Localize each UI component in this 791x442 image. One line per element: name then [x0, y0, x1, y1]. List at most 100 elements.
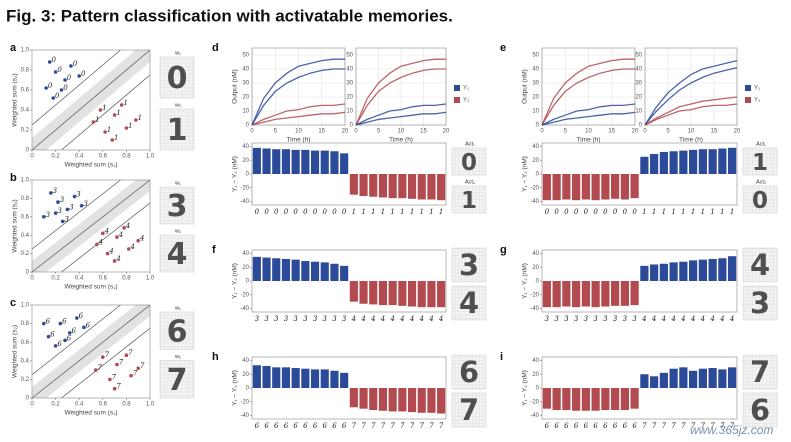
digit-image — [451, 392, 487, 428]
point-digit: 0 — [81, 70, 86, 78]
bar — [630, 388, 639, 409]
point-digit: 1 — [114, 134, 118, 142]
point-digit: 1 — [128, 122, 132, 130]
category-digit: 6 — [284, 422, 289, 430]
point-digit: 0 — [51, 56, 56, 64]
category-digit: 6 — [313, 422, 318, 430]
category-digit: 6 — [342, 422, 347, 430]
category-digit: 4 — [709, 315, 714, 323]
y-tick-label: 40 — [242, 358, 249, 364]
category-digit: 7 — [691, 422, 696, 430]
bar — [669, 151, 678, 174]
bar — [718, 258, 727, 281]
y-tick-label: 0.4 — [21, 108, 30, 114]
y-tick-label: 0.6 — [21, 88, 30, 94]
line — [541, 58, 635, 126]
category-digit: 1 — [671, 208, 675, 216]
category-digit: 0 — [593, 208, 598, 216]
bar — [398, 388, 407, 412]
bar — [669, 262, 678, 281]
bar — [708, 258, 717, 281]
point — [98, 108, 103, 112]
x-axis-label: Time (h) — [577, 137, 601, 144]
digit-glyph: 4 — [750, 248, 770, 282]
y-tick-label: -20 — [530, 185, 539, 191]
point — [110, 138, 115, 142]
category-digit: 3 — [632, 315, 637, 323]
point — [53, 211, 58, 215]
point — [136, 366, 140, 371]
x-tick-label: 0.4 — [75, 154, 84, 160]
bar — [310, 261, 320, 281]
bar — [581, 174, 590, 200]
category-digit: 0 — [313, 208, 318, 216]
bar — [417, 281, 426, 308]
category-digit: 4 — [719, 315, 724, 323]
category-digit: 1 — [691, 208, 695, 216]
bar — [417, 388, 426, 413]
x-tick-label: 0.4 — [75, 402, 84, 408]
decision-line — [61, 202, 151, 273]
bar — [398, 281, 407, 306]
decision-line — [31, 304, 121, 376]
bar — [630, 281, 639, 306]
x-axis-label: Time (h) — [389, 137, 413, 144]
point — [67, 331, 72, 335]
bar — [369, 281, 378, 305]
y-axis-label: Y₁ − Y₂ (nM) — [522, 370, 529, 406]
y-tick-label: 40 — [635, 67, 642, 73]
point-digit: 0 — [55, 92, 60, 100]
x-tick-label: 1.0 — [146, 402, 155, 408]
category-digit: 6 — [574, 422, 579, 430]
category-digit: 1 — [410, 208, 414, 216]
bar — [601, 174, 610, 200]
category-digit: 0 — [274, 208, 279, 216]
bar — [650, 154, 659, 174]
y-tick-label: 0.8 — [21, 196, 30, 202]
legend-swatch — [454, 85, 460, 91]
point-digit: 4 — [108, 248, 113, 256]
bar — [650, 376, 659, 388]
bar — [310, 369, 320, 388]
bar — [320, 150, 329, 174]
category-digit: 3 — [545, 315, 550, 323]
y-tick-label: -40 — [530, 199, 539, 205]
category-digit: 6 — [323, 422, 328, 430]
y-tick-label: 40 — [242, 251, 249, 257]
category-digit: 1 — [710, 208, 714, 216]
y-tick-label: -20 — [240, 399, 249, 405]
legend-label: Y₁ — [463, 86, 469, 92]
category-digit: 0 — [584, 208, 589, 216]
y-tick-label: 10 — [346, 109, 353, 115]
y-tick-label: 0 — [536, 279, 540, 285]
category-digit: 7 — [652, 422, 657, 430]
category-digit: 3 — [332, 315, 337, 323]
point — [79, 203, 84, 208]
category-digit: 4 — [428, 315, 433, 323]
point — [129, 373, 133, 378]
y-tick-label: 0 — [26, 148, 30, 154]
y-tick-label: 0 — [246, 172, 250, 178]
bar — [291, 149, 300, 174]
point-digit: 3 — [76, 191, 81, 199]
category-digit: 7 — [429, 422, 434, 430]
category-digit: 7 — [400, 422, 405, 430]
bar — [291, 368, 300, 388]
point — [75, 316, 79, 320]
category-digit: 6 — [632, 422, 637, 430]
x-tick-label: 20 — [632, 129, 639, 135]
category-digit: 0 — [603, 208, 608, 216]
x-tick-label: 0.6 — [99, 276, 108, 282]
digit-image — [451, 285, 487, 321]
category-digit: 4 — [399, 315, 404, 323]
point — [112, 259, 117, 263]
category-digit: 0 — [264, 208, 269, 216]
x-tick-label: 0 — [540, 129, 544, 135]
y-tick-label: 40 — [242, 144, 249, 150]
bar — [620, 174, 629, 200]
bar — [572, 388, 581, 411]
bar — [330, 263, 339, 281]
y-tick-label: -40 — [240, 199, 249, 205]
point-digit: 1 — [107, 126, 111, 134]
point — [91, 120, 96, 124]
